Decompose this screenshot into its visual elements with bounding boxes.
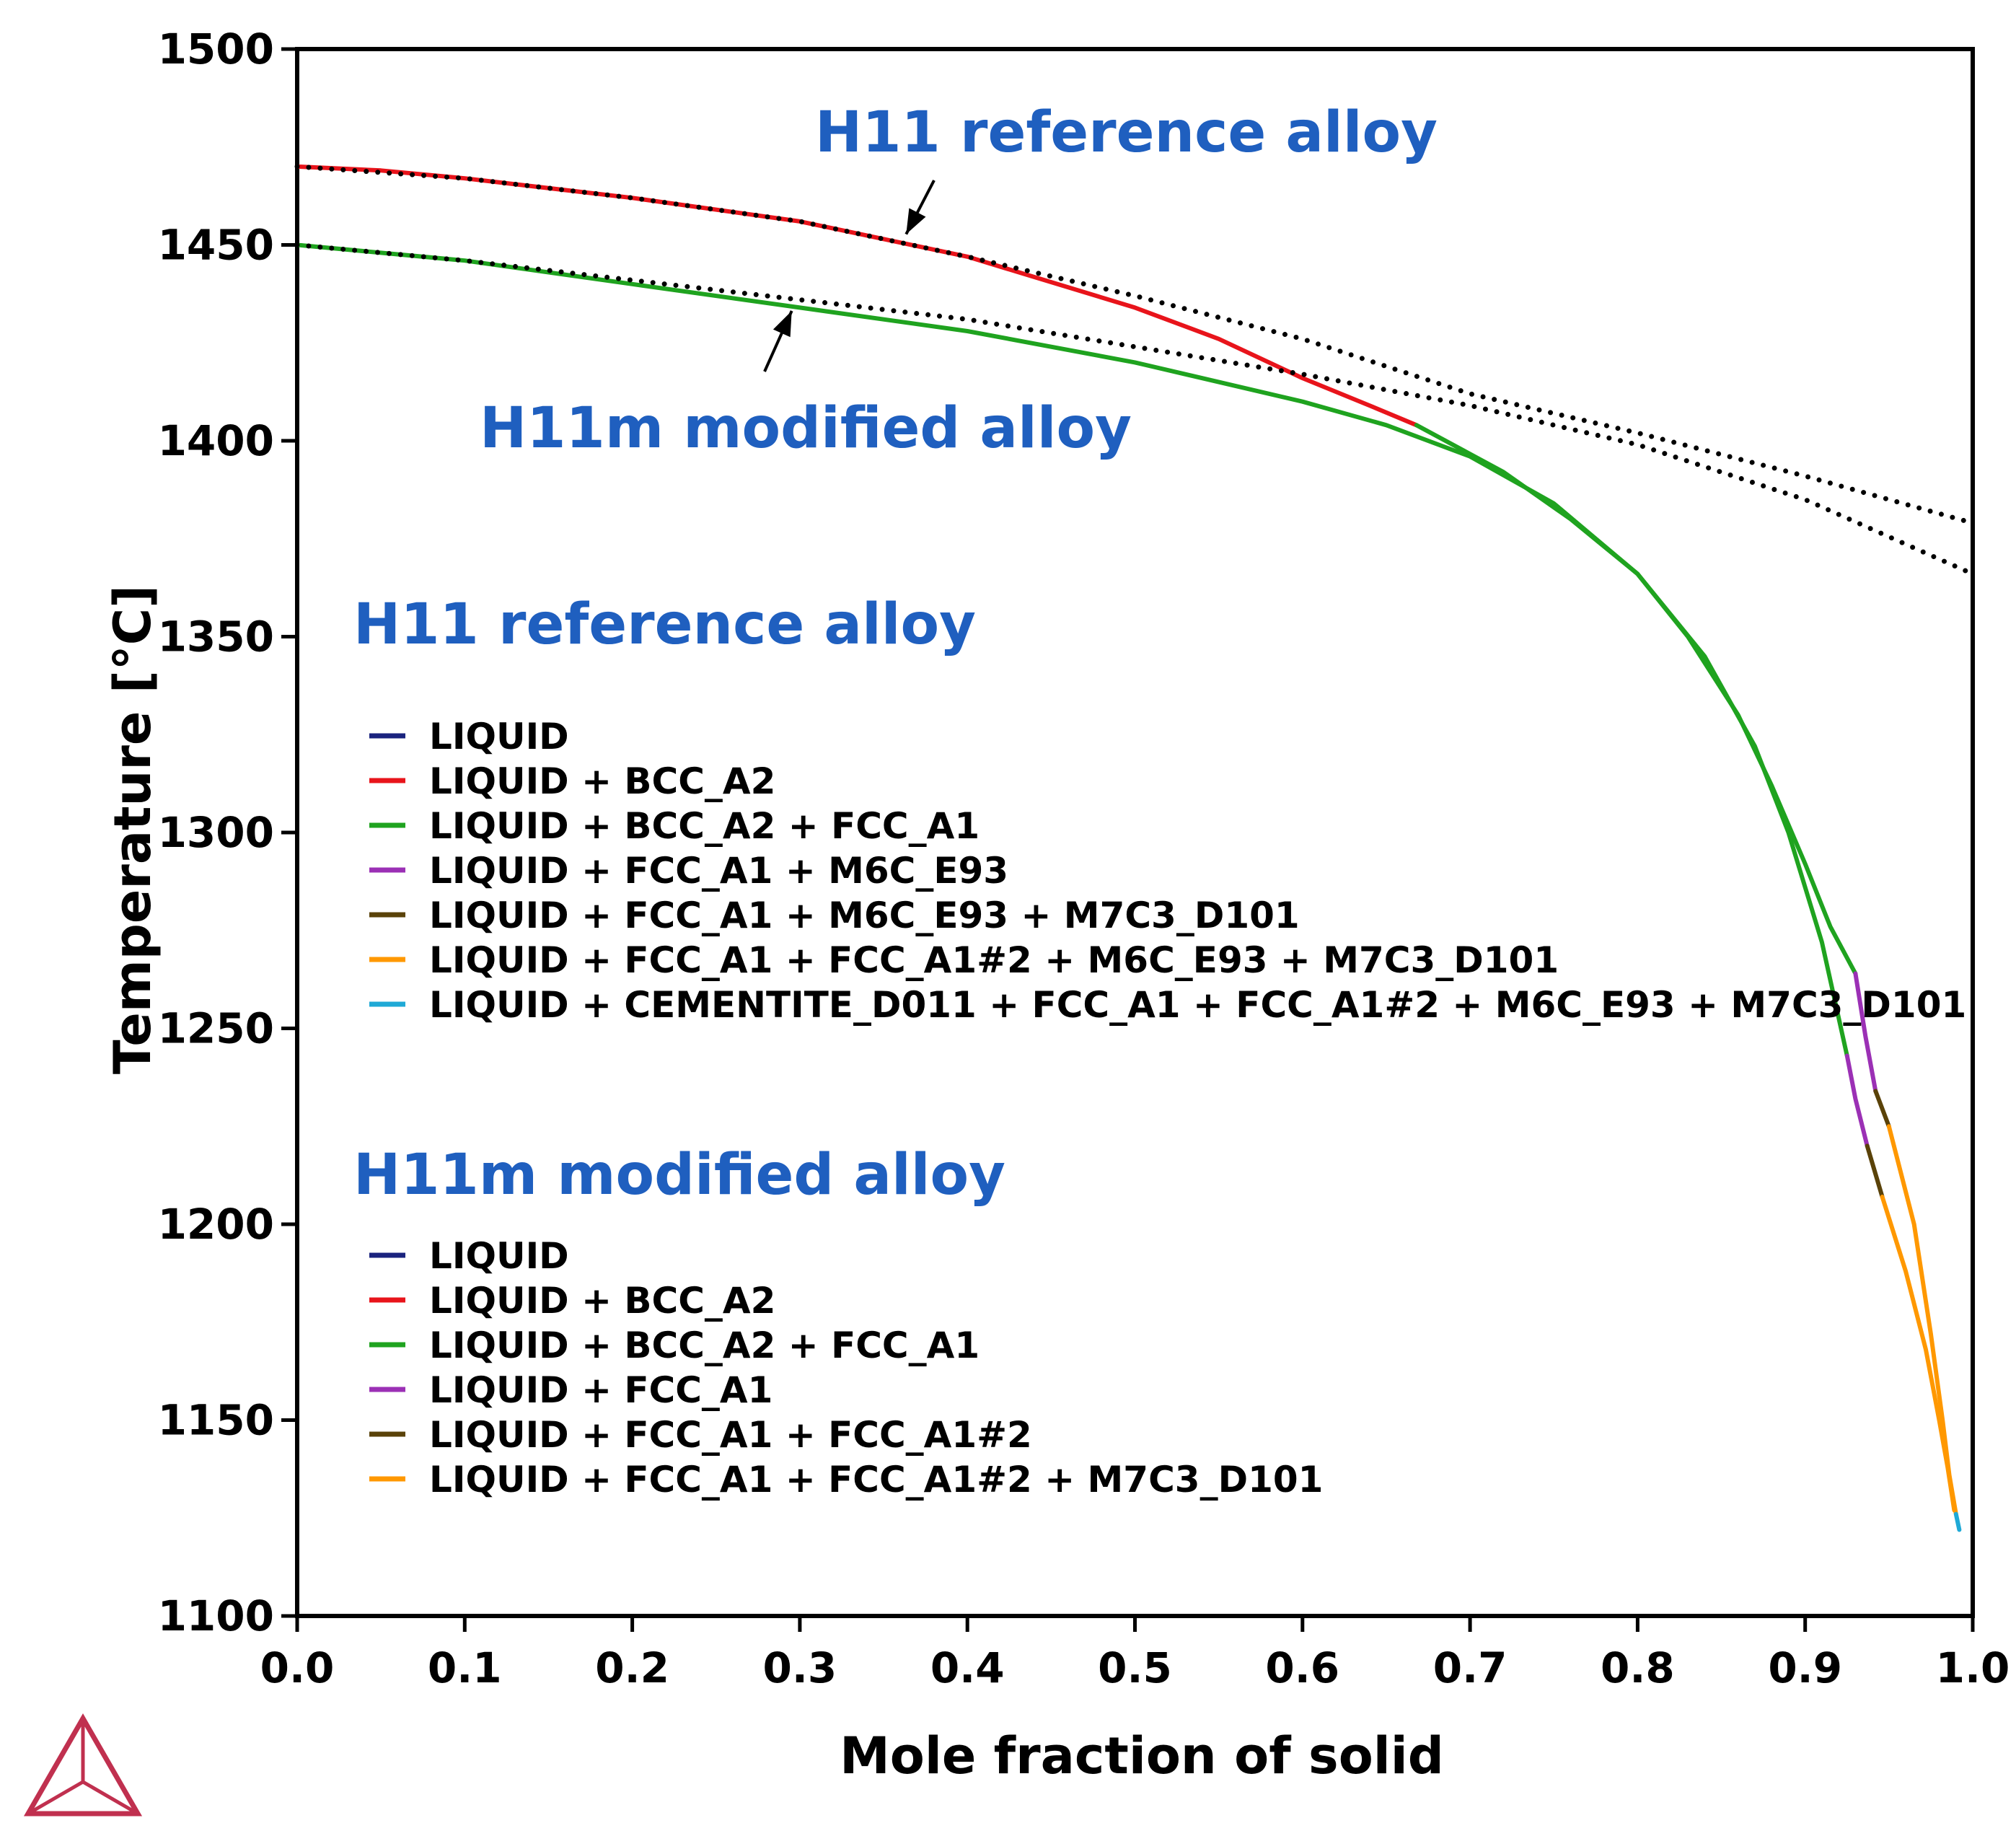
legend-entry: LIQUID + BCC_A2 + FCC_A1 — [429, 805, 980, 847]
annotations: H11 reference alloy H11m modified alloy — [480, 100, 1438, 461]
x-tick-label: 0.9 — [1768, 1643, 1842, 1692]
legend-entry: LIQUID + BCC_A2 + FCC_A1 — [429, 1325, 980, 1366]
series-line-h11m-m7c3 — [1865, 1143, 1885, 1199]
series-line-h11-cementite — [1953, 1511, 1962, 1532]
y-tick-label: 1400 — [158, 416, 274, 465]
y-tick-label: 1450 — [158, 221, 274, 270]
axis-ticks: 0.0 0.1 0.2 0.3 0.4 0.5 0.6 0.7 0.8 0.9 1.0 1100 115… — [158, 25, 2010, 1692]
series-line-h11-m6c — [1853, 971, 1878, 1094]
legend-title: H11m modified alloy — [353, 1143, 1005, 1208]
x-axis-title: Mole fraction of solid — [840, 1726, 1444, 1786]
y-tick-label: 1300 — [158, 808, 274, 857]
legend-entry: LIQUID + BCC_A2 — [429, 760, 775, 802]
legend-title: H11 reference alloy — [353, 592, 976, 657]
arrow-h11-head — [906, 208, 926, 234]
x-tick-label: 0.5 — [1098, 1643, 1172, 1692]
x-tick-label: 0.1 — [428, 1643, 502, 1692]
legend-entry: LIQUID + FCC_A1 + M6C_E93 — [429, 850, 1008, 892]
series-line-h11m-scheil — [294, 242, 1976, 577]
legend-entry: LIQUID + FCC_A1 + FCC_A1#2 + M6C_E93 + M… — [429, 939, 1559, 981]
y-tick-label: 1200 — [158, 1200, 274, 1249]
y-tick-label: 1350 — [158, 612, 274, 662]
legend-entry: LIQUID + FCC_A1 + FCC_A1#2 + M7C3_D101 — [429, 1459, 1323, 1501]
y-tick-label: 1500 — [158, 25, 274, 74]
series-line-h11m-bcc_fcc — [295, 242, 1849, 1058]
legend-entry: LIQUID + FCC_A1 — [429, 1369, 772, 1411]
x-tick-label: 0.6 — [1265, 1643, 1339, 1692]
arrow-h11m-head — [772, 310, 792, 338]
series-line-h11-bcc_fcc — [1414, 423, 1858, 976]
y-tick-label: 1150 — [158, 1396, 274, 1445]
legend-entry: LIQUID — [429, 1235, 569, 1277]
x-tick-label: 0.4 — [930, 1643, 1005, 1692]
series-line-h11m-fcc2 — [1880, 1195, 1957, 1513]
thermo-calc-logo-icon — [23, 1713, 143, 1817]
series-line-h11-m7c3 — [1873, 1089, 1891, 1129]
x-tick-label: 1.0 — [1936, 1643, 2010, 1692]
legend-entry: LIQUID — [429, 716, 569, 757]
series-line-h11-bcc — [295, 164, 1419, 428]
annotation-h11: H11 reference alloy — [815, 100, 1438, 165]
y-axis-title: Temperature [°C] — [103, 585, 162, 1074]
legend-entry: LIQUID + BCC_A2 — [429, 1280, 775, 1322]
x-tick-label: 0.8 — [1601, 1643, 1675, 1692]
legend-entry: LIQUID + CEMENTITE_D011 + FCC_A1 + FCC_A… — [429, 984, 1966, 1026]
annotation-h11m: H11m modified alloy — [480, 396, 1132, 461]
x-tick-label: 0.3 — [763, 1643, 837, 1692]
legend-entry: LIQUID + FCC_A1 + M6C_E93 + M7C3_D101 — [429, 895, 1300, 936]
x-tick-label: 0.0 — [260, 1643, 335, 1692]
x-tick-label: 0.2 — [595, 1643, 669, 1692]
series-layer — [294, 164, 1976, 1532]
series-line-h11m-m6c — [1844, 1053, 1870, 1148]
x-tick-label: 0.7 — [1433, 1643, 1507, 1692]
y-tick-label: 1100 — [158, 1591, 274, 1640]
y-tick-label: 1250 — [158, 1004, 274, 1053]
legend-entry: LIQUID + FCC_A1 + FCC_A1#2 — [429, 1414, 1032, 1456]
